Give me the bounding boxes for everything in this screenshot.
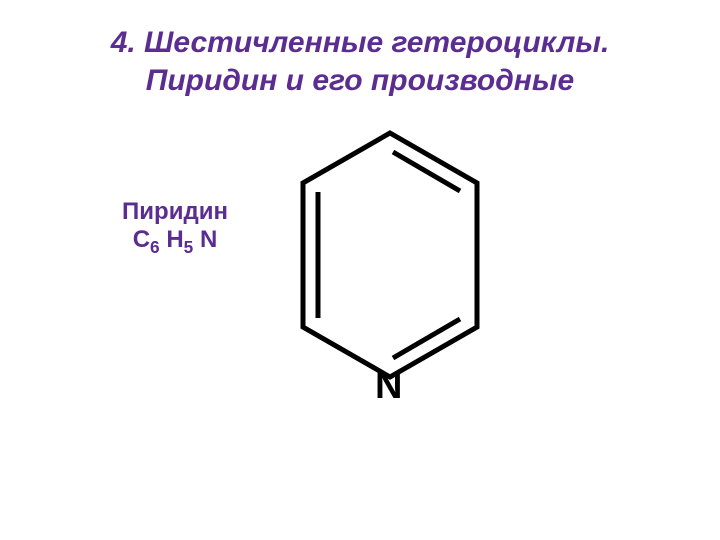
slide-title: 4. Шестичленные гетероциклы. Пиридин и е… xyxy=(0,24,720,99)
inner-bond-3 xyxy=(393,319,460,358)
hex-ring xyxy=(303,133,477,377)
nitrogen-atom-label: N xyxy=(375,365,402,408)
structure-diagram: N xyxy=(285,125,495,385)
compound-name: Пиридин xyxy=(95,198,255,226)
formula-h: H xyxy=(166,226,183,253)
inner-bond-2 xyxy=(393,152,460,191)
compound-label: Пиридин C6 H5 N xyxy=(95,198,255,254)
formula-sub5: 5 xyxy=(184,237,194,257)
compound-formula: C6 H5 N xyxy=(95,226,255,254)
formula-sp2 xyxy=(193,226,200,253)
formula-c: C xyxy=(133,226,150,253)
pyridine-hexagon xyxy=(285,125,495,385)
title-line-2: Пиридин и его производные xyxy=(146,64,574,97)
title-line-1: 4. Шестичленные гетероциклы. xyxy=(111,26,610,59)
formula-n: N xyxy=(200,226,217,253)
slide: 4. Шестичленные гетероциклы. Пиридин и е… xyxy=(0,0,720,540)
formula-sub6: 6 xyxy=(150,237,160,257)
